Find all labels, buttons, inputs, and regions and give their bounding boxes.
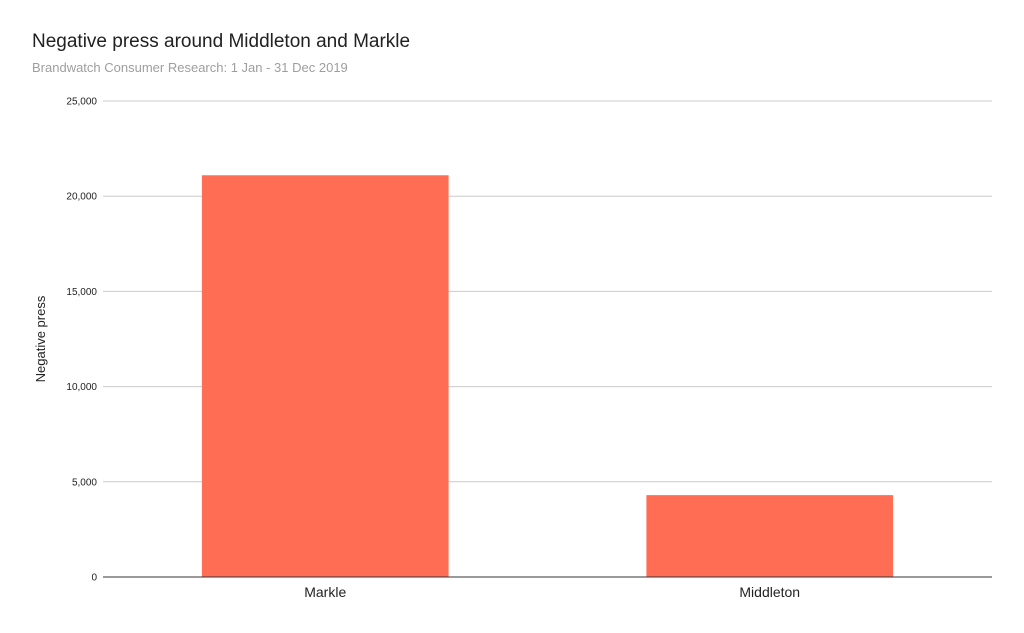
y-tick-label: 5,000 [72,477,97,488]
y-tick-label: 25,000 [66,97,97,108]
bar-markle [201,175,449,578]
y-tick-label: 10,000 [66,382,97,393]
y-tick-label: 15,000 [66,287,97,298]
bars [201,175,894,578]
bar-middleton [646,495,894,577]
y-axis-title: Negative press [33,295,48,382]
y-tick-label: 20,000 [66,192,97,203]
chart-subtitle: Brandwatch Consumer Research: 1 Jan - 31… [32,60,348,75]
x-tick-label: Markle [304,584,346,600]
x-axis-ticks: Markle Middleton [304,584,800,600]
y-tick-label: 0 [91,573,97,584]
chart-title: Negative press around Middleton and Mark… [32,31,411,52]
y-axis-ticks: 0 5,000 10,000 15,000 20,000 25,000 [66,97,97,584]
x-tick-label: Middleton [739,584,800,600]
